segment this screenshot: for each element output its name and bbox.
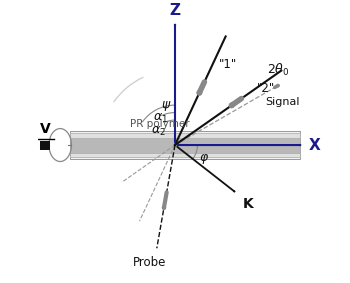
Text: Z: Z xyxy=(169,3,181,18)
Text: K: K xyxy=(243,197,254,211)
Text: "1": "1" xyxy=(219,58,237,71)
Text: X: X xyxy=(308,138,320,153)
Bar xyxy=(70,133,300,138)
Text: $2\theta_0$: $2\theta_0$ xyxy=(267,62,290,78)
Text: Probe: Probe xyxy=(133,256,166,269)
Text: $\alpha_1$: $\alpha_1$ xyxy=(153,112,168,125)
Bar xyxy=(70,153,300,157)
Text: $\varphi$: $\varphi$ xyxy=(199,152,209,166)
Text: $\alpha_2$: $\alpha_2$ xyxy=(151,125,166,138)
Text: Signal: Signal xyxy=(266,97,300,107)
Text: "2": "2" xyxy=(257,82,275,95)
Text: V: V xyxy=(40,122,51,136)
Bar xyxy=(70,138,300,153)
Text: PR polymer: PR polymer xyxy=(130,119,190,129)
Text: $\psi$: $\psi$ xyxy=(161,99,172,113)
Bar xyxy=(40,141,50,149)
Bar xyxy=(70,131,300,159)
